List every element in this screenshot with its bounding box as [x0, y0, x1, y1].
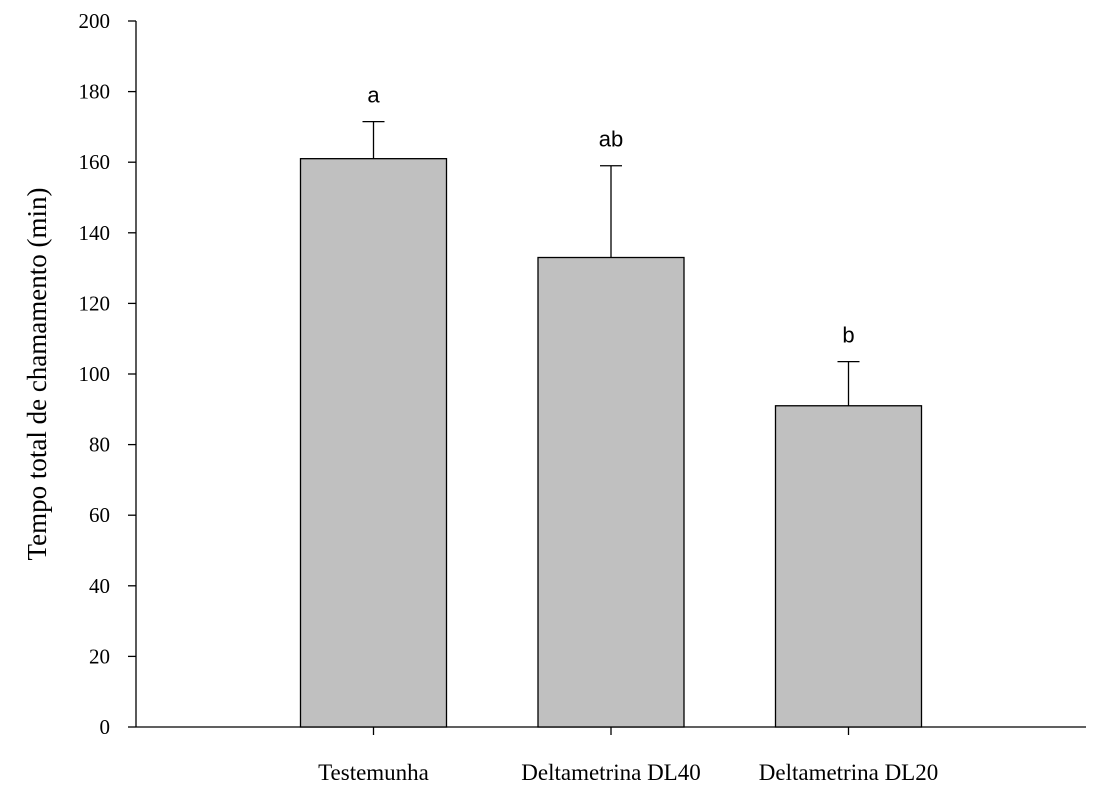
significance-label: a [367, 83, 380, 108]
significance-label: ab [599, 127, 623, 152]
y-tick-label: 0 [100, 715, 111, 739]
significance-label: b [842, 323, 854, 348]
y-tick-label: 100 [79, 362, 111, 386]
y-tick-label: 200 [79, 9, 111, 33]
y-tick-label: 40 [89, 574, 110, 598]
y-tick-label: 80 [89, 433, 110, 457]
y-axis: 0 20 40 60 80 100 120 140 160 180 200 [79, 9, 137, 739]
x-tick-label: Testemunha [318, 760, 429, 785]
bar [774, 405, 923, 728]
x-axis: Testemunha Deltametrina DL40 Deltametrina … [136, 726, 1086, 785]
y-tick-label: 140 [79, 221, 111, 245]
y-tick-label: 20 [89, 644, 110, 668]
bar [537, 256, 685, 728]
y-axis-label: Tempo total de chamamento (min) [22, 188, 52, 561]
y-tick-label: 160 [79, 150, 111, 174]
error-bar [837, 360, 860, 406]
error-bar [600, 165, 622, 258]
y-tick-label: 180 [79, 80, 111, 104]
error-bar [362, 120, 385, 159]
x-tick-label: Deltametrina DL20 [759, 760, 938, 785]
y-tick-label: 120 [79, 291, 111, 315]
bars: a ab b [299, 83, 923, 728]
y-tick-label: 60 [89, 503, 110, 527]
bar [299, 158, 448, 728]
x-tick-label: Deltametrina DL40 [521, 760, 700, 785]
